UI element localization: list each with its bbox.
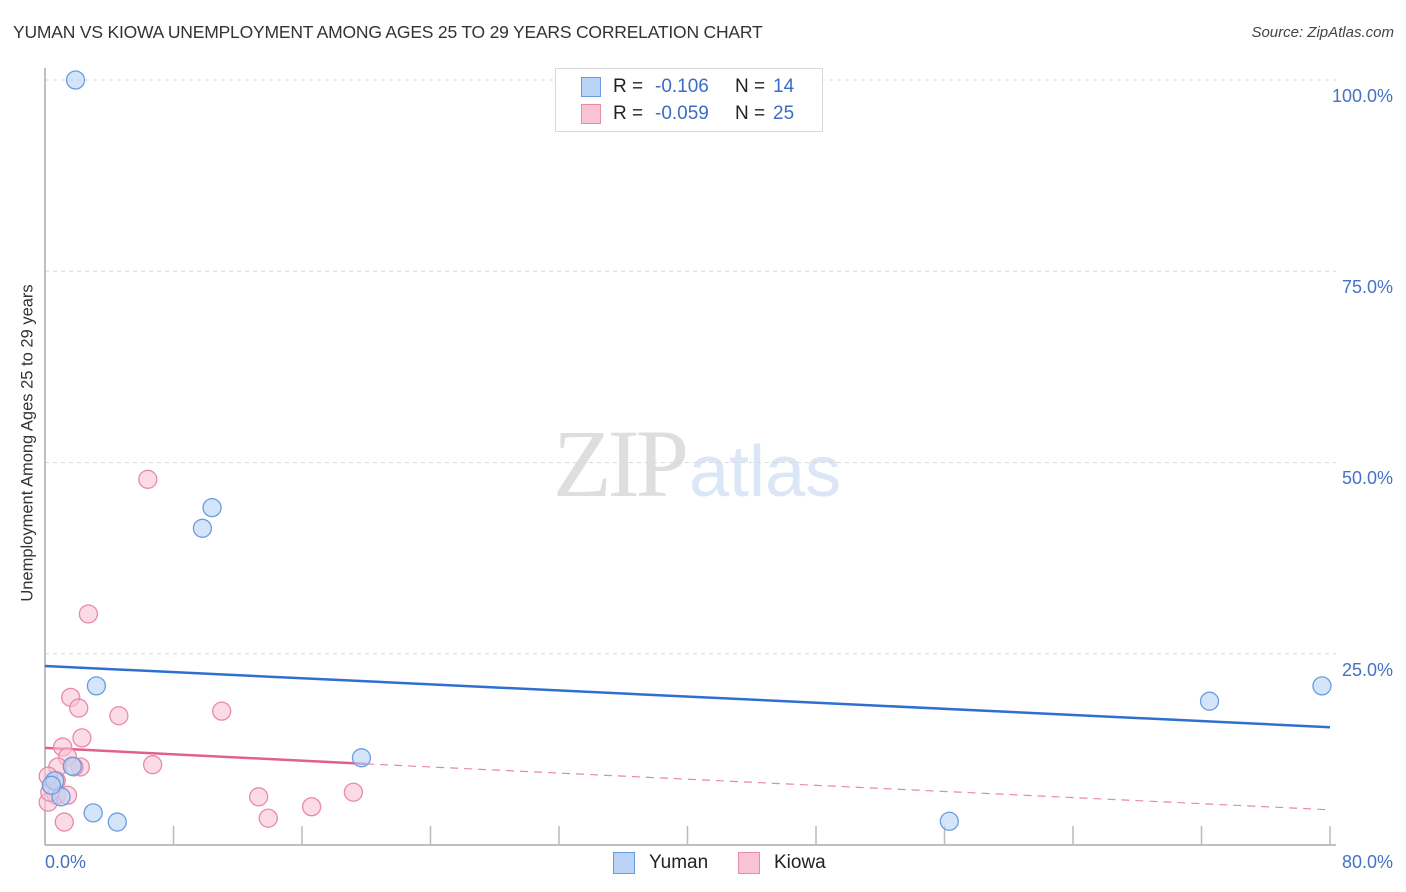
yuman-point xyxy=(65,70,86,90)
kiowa-point xyxy=(248,787,269,807)
kiowa-point xyxy=(72,728,92,748)
legend-item-kiowa[interactable]: Kiowa xyxy=(738,852,826,874)
yuman-point xyxy=(1199,691,1220,711)
n-label: N = xyxy=(735,76,766,97)
r-label: R = xyxy=(613,76,644,97)
legend-item-yuman[interactable]: Yuman xyxy=(613,852,708,874)
yuman-swatch-icon xyxy=(581,77,601,97)
n-label: N = xyxy=(735,103,766,124)
correlation-legend: R = -0.106 N = 14 R = -0.059 N = 25 xyxy=(555,68,823,132)
kiowa-trend-line xyxy=(44,746,367,766)
gridlines xyxy=(45,79,1336,655)
r-label: R = xyxy=(613,103,644,124)
source-label: Source: ZipAtlas.com xyxy=(1251,24,1394,41)
legend-label-kiowa: Kiowa xyxy=(774,852,826,873)
yuman-point xyxy=(41,775,62,795)
kiowa-point xyxy=(142,755,163,775)
n-value: 14 xyxy=(773,76,795,97)
legend-row-yuman: R = -0.106 N = 14 xyxy=(581,75,794,99)
yuman-point xyxy=(192,518,213,538)
yuman-point xyxy=(107,812,127,832)
kiowa-swatch-icon xyxy=(738,852,760,874)
kiowa-trend-extension xyxy=(366,763,1331,811)
kiowa-point xyxy=(69,698,89,718)
yuman-point xyxy=(1312,676,1332,696)
y-axis-label: Unemployment Among Ages 25 to 29 years xyxy=(18,284,37,602)
chart-title: YUMAN VS KIOWA UNEMPLOYMENT AMONG AGES 2… xyxy=(13,22,763,42)
yuman-trend-line xyxy=(44,664,1331,729)
yuman-point xyxy=(939,811,959,831)
kiowa-point xyxy=(138,469,158,489)
kiowa-point xyxy=(54,812,74,832)
yuman-point xyxy=(202,497,222,518)
axes xyxy=(44,68,1336,846)
r-value: -0.106 xyxy=(655,76,709,97)
yuman-point xyxy=(83,803,103,823)
kiowa-point xyxy=(301,797,322,817)
yuman-point xyxy=(351,748,372,768)
y-tick-50: 50.0% xyxy=(1341,468,1393,488)
data-points xyxy=(38,70,1332,832)
series-legend: Yuman Kiowa xyxy=(0,852,1406,878)
n-value: 25 xyxy=(773,103,795,124)
kiowa-point xyxy=(343,782,364,802)
yuman-point xyxy=(86,676,107,696)
kiowa-point xyxy=(258,808,278,828)
y-tick-25: 25.0% xyxy=(1341,660,1393,680)
x-tick-min: 0.0% xyxy=(45,852,87,872)
yuman-point xyxy=(62,756,82,776)
yuman-swatch-icon xyxy=(613,852,635,874)
kiowa-swatch-icon xyxy=(581,104,601,124)
y-tick-75: 75.0% xyxy=(1341,277,1393,297)
legend-label-yuman: Yuman xyxy=(649,852,709,873)
legend-row-kiowa: R = -0.059 N = 25 xyxy=(581,102,794,126)
kiowa-point xyxy=(109,706,129,726)
kiowa-point xyxy=(78,604,99,624)
y-tick-100: 100.0% xyxy=(1331,86,1393,106)
kiowa-point xyxy=(212,701,232,721)
x-tick-max: 80.0% xyxy=(1341,852,1393,872)
trend-lines xyxy=(44,664,1331,811)
r-value: -0.059 xyxy=(655,103,709,124)
